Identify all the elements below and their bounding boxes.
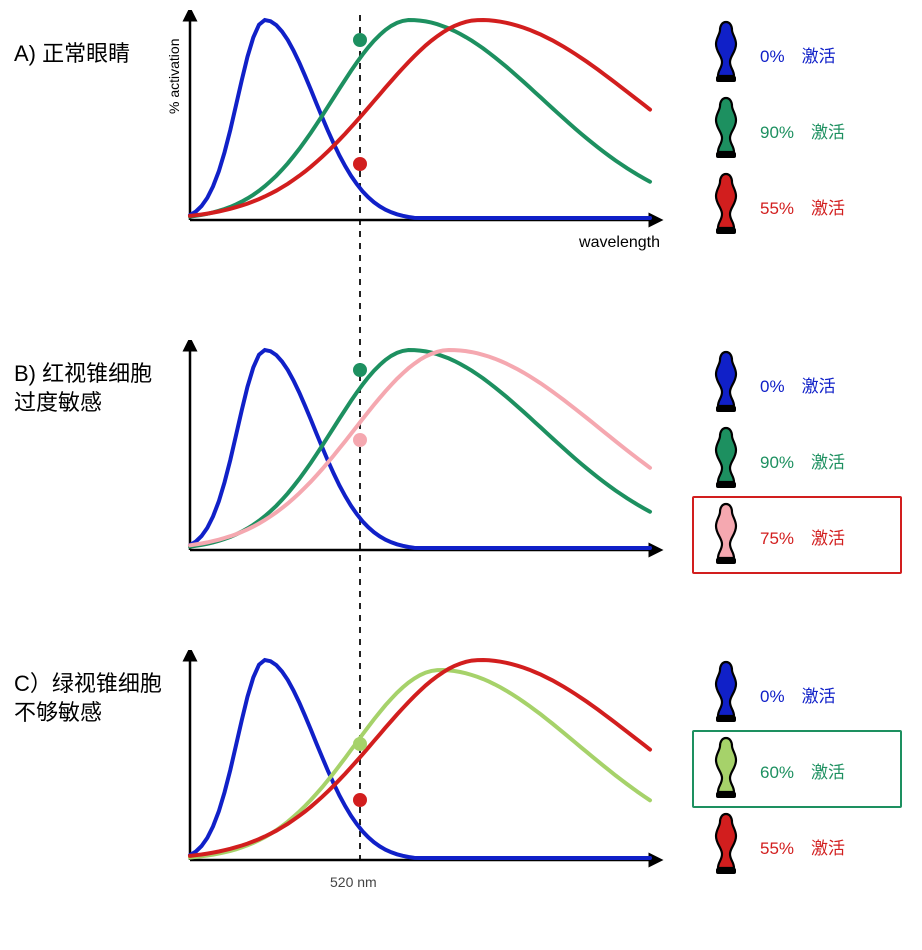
activation-chart [190,660,650,860]
cone-icon [702,426,750,490]
cone-activation-pct: 0% [760,377,785,396]
cone-activation-pct: 55% [760,839,794,858]
cone-row: 55% 激活 [702,812,902,876]
cone-activation-pct: 90% [760,453,794,472]
cone-activation-suffix: 激活 [811,453,845,472]
cone-activation-label: 55% 激活 [760,834,845,859]
panel-A: A) 正常眼睛 % activationwavelength 0% 激活 90%… [0,10,922,300]
panel-title: B) 红视锥细胞 过度敏感 [14,360,152,417]
highlight-box [692,730,902,808]
cone-row: 60% 激活 [702,736,902,800]
activation-chart: % activationwavelength [190,20,650,220]
activation-chart [190,350,650,550]
cone-row: 90% 激活 [702,426,902,490]
cone-activation-label: 90% 激活 [760,448,845,473]
cone-activation-label: 55% 激活 [760,194,845,219]
cone-activation-suffix: 激活 [811,123,845,142]
cone-activation-pct: 0% [760,687,785,706]
cone-icon [702,172,750,236]
cone-activation-suffix: 激活 [802,377,836,396]
cone-activation-suffix: 激活 [802,47,836,66]
cone-icon [702,96,750,160]
figure-root: 520 nmA) 正常眼睛 % activationwavelength 0% … [0,0,922,949]
cone-icon [702,350,750,414]
panel-C: C）绿视锥细胞 不够敏感 0% 激活 60% 激活 55% 激活 [0,650,922,950]
cone-activation-suffix: 激活 [811,199,845,218]
cone-row: 55% 激活 [702,172,902,236]
cone-activation-label: 90% 激活 [760,118,845,143]
cone-row: 0% 激活 [702,350,902,414]
highlight-box [692,496,902,574]
panel-B: B) 红视锥细胞 过度敏感 0% 激活 90% 激活 75% 激活 [0,340,922,640]
cone-row: 75% 激活 [702,502,902,566]
cone-icon [702,812,750,876]
cone-activation-suffix: 激活 [811,839,845,858]
cone-activation-pct: 90% [760,123,794,142]
cone-icon [702,20,750,84]
cone-activation-suffix: 激活 [802,687,836,706]
cone-activation-label: 0% 激活 [760,682,836,707]
cone-row: 90% 激活 [702,96,902,160]
cone-row: 0% 激活 [702,660,902,724]
cone-activation-pct: 55% [760,199,794,218]
y-axis-label: % activation [166,39,182,114]
x-axis-label: wavelength [579,234,660,252]
cone-activation-label: 0% 激活 [760,372,836,397]
panel-title: A) 正常眼睛 [14,40,130,69]
cone-row: 0% 激活 [702,20,902,84]
cone-icon [702,660,750,724]
panel-title: C）绿视锥细胞 不够敏感 [14,670,162,727]
cone-activation-pct: 0% [760,47,785,66]
cone-activation-label: 0% 激活 [760,42,836,67]
